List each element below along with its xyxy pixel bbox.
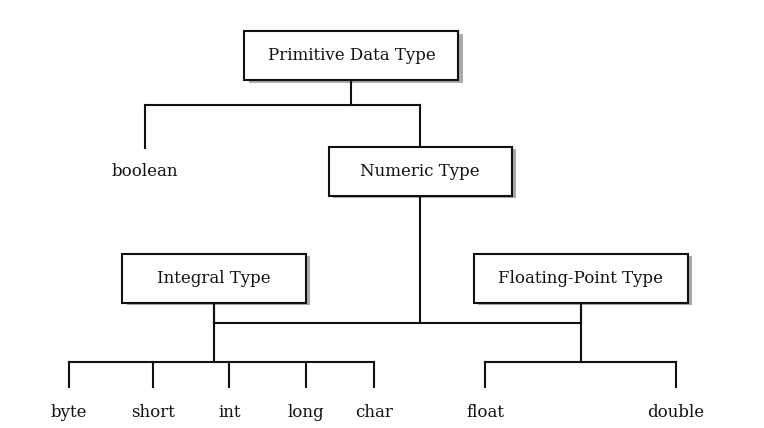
Text: Numeric Type: Numeric Type	[361, 163, 480, 180]
Text: short: short	[131, 404, 175, 422]
FancyBboxPatch shape	[329, 147, 512, 196]
Text: boolean: boolean	[112, 163, 179, 180]
FancyBboxPatch shape	[478, 256, 692, 306]
Text: long: long	[287, 404, 324, 422]
Text: Floating-Point Type: Floating-Point Type	[498, 270, 663, 287]
FancyBboxPatch shape	[244, 31, 458, 80]
Text: byte: byte	[50, 404, 87, 422]
FancyBboxPatch shape	[333, 149, 516, 199]
FancyBboxPatch shape	[474, 253, 688, 303]
Text: Integral Type: Integral Type	[157, 270, 270, 287]
FancyBboxPatch shape	[127, 256, 310, 306]
FancyBboxPatch shape	[249, 34, 463, 83]
Text: float: float	[466, 404, 504, 422]
FancyBboxPatch shape	[122, 253, 306, 303]
Text: char: char	[355, 404, 393, 422]
Text: double: double	[648, 404, 704, 422]
Text: int: int	[218, 404, 241, 422]
Text: Primitive Data Type: Primitive Data Type	[267, 47, 435, 64]
